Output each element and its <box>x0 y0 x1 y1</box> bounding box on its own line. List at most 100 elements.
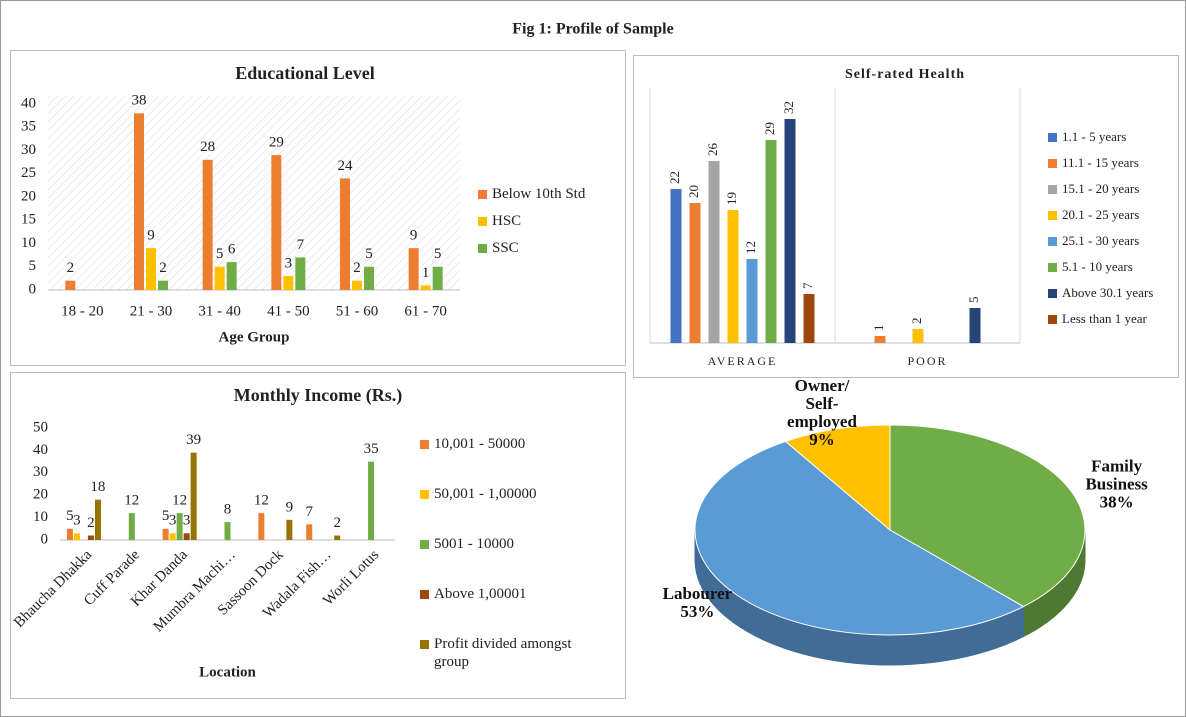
data-label: 3 <box>285 255 293 271</box>
legend-label: Less than 1 year <box>1062 311 1148 326</box>
legend-swatch <box>1048 263 1057 272</box>
data-label: 5 <box>966 297 981 304</box>
data-label: 5 <box>365 246 373 262</box>
bar <box>65 281 75 290</box>
data-label: 8 <box>224 502 232 518</box>
bar <box>177 513 183 540</box>
legend-swatch <box>478 244 487 253</box>
y-tick-label: 0 <box>41 531 49 547</box>
y-tick-label: 40 <box>33 442 48 458</box>
y-tick-label: 10 <box>21 235 36 251</box>
bar <box>191 453 197 540</box>
legend-swatch <box>1048 289 1057 298</box>
legend-swatch <box>420 640 429 649</box>
bar <box>286 520 292 540</box>
data-label: 29 <box>269 135 284 151</box>
data-label: 2 <box>353 260 361 276</box>
data-label: 2 <box>333 515 341 531</box>
bar <box>184 533 190 540</box>
y-tick-label: 15 <box>21 212 36 228</box>
data-label: 7 <box>800 282 815 289</box>
bar <box>970 308 981 343</box>
bar <box>88 536 94 540</box>
data-label: 2 <box>87 515 95 531</box>
data-label: 3 <box>169 513 177 529</box>
data-label: 9 <box>147 228 155 244</box>
legend-label: 5.1 - 10 years <box>1062 259 1133 274</box>
x-tick-label: AVERAGE <box>708 354 778 368</box>
bar <box>67 529 73 540</box>
data-label: 1 <box>871 325 886 332</box>
x-tick-label: 21 - 30 <box>130 303 173 319</box>
data-label: 39 <box>186 432 201 448</box>
data-label: 2 <box>909 318 924 325</box>
data-label: 38 <box>132 93 147 109</box>
bar <box>295 257 305 290</box>
bar <box>804 294 815 343</box>
legend-label: 11.1 - 15 years <box>1062 155 1139 170</box>
pie-label: Labourer <box>663 584 733 603</box>
bar <box>146 248 156 290</box>
legend-swatch <box>420 540 429 549</box>
bar <box>170 533 176 540</box>
legend-label: 25.1 - 30 years <box>1062 233 1139 248</box>
y-tick-label: 35 <box>21 119 36 135</box>
data-label: 26 <box>705 143 720 157</box>
bar <box>766 140 777 343</box>
pie-value-label: 9% <box>809 430 835 449</box>
data-label: 3 <box>183 513 191 529</box>
y-tick-label: 20 <box>21 188 36 204</box>
x-tick-label: 61 - 70 <box>404 303 447 319</box>
bar <box>95 500 101 540</box>
legend-label: 10,001 - 50000 <box>434 436 525 452</box>
legend-swatch <box>478 190 487 199</box>
data-label: 28 <box>200 139 215 155</box>
legend-swatch <box>1048 133 1057 142</box>
legend-label: SSC <box>492 240 519 256</box>
data-label: 5 <box>434 246 442 262</box>
bar <box>215 267 225 290</box>
bar <box>334 536 340 540</box>
bar <box>433 267 443 290</box>
y-tick-label: 25 <box>21 165 36 181</box>
y-tick-label: 10 <box>33 509 48 525</box>
y-tick-label: 20 <box>33 487 48 503</box>
data-label: 2 <box>67 260 75 276</box>
bar <box>258 513 264 540</box>
y-tick-label: 50 <box>33 419 48 435</box>
data-label: 12 <box>172 493 187 509</box>
x-tick-label: 41 - 50 <box>267 303 310 319</box>
legend-label: HSC <box>492 213 521 229</box>
bar <box>409 248 419 290</box>
legend-label: 1.1 - 5 years <box>1062 129 1126 144</box>
data-label: 12 <box>743 241 758 254</box>
figure: Fig 1: Profile of Sample Educational Lev… <box>0 0 1186 717</box>
data-label: 9 <box>286 499 294 515</box>
data-label: 20 <box>686 185 701 198</box>
bar <box>368 462 374 540</box>
data-label: 9 <box>410 228 418 244</box>
legend-label: 20.1 - 25 years <box>1062 207 1139 222</box>
legend-swatch <box>478 217 487 226</box>
legend-label: 50,001 - 1,00000 <box>434 486 537 502</box>
bar <box>421 285 431 290</box>
bar <box>158 281 168 290</box>
y-tick-label: 30 <box>21 142 36 158</box>
bar <box>283 276 293 290</box>
legend-label: 15.1 - 20 years <box>1062 181 1139 196</box>
y-tick-label: 0 <box>29 281 37 297</box>
bar <box>352 281 362 290</box>
data-label: 24 <box>338 158 354 174</box>
bar <box>875 336 886 343</box>
x-tick-label: 18 - 20 <box>61 303 104 319</box>
y-tick-label: 40 <box>21 95 36 111</box>
legend-swatch <box>1048 211 1057 220</box>
legend-label: Above 30.1 years <box>1062 285 1153 300</box>
data-label: 7 <box>305 504 313 520</box>
legend-label: 5001 - 10000 <box>434 536 514 552</box>
bar <box>340 178 350 290</box>
x-tick-label: POOR <box>907 354 947 368</box>
data-label: 1 <box>422 265 430 281</box>
data-label: 12 <box>254 493 269 509</box>
chart-title: Monthly Income (Rs.) <box>234 385 403 406</box>
